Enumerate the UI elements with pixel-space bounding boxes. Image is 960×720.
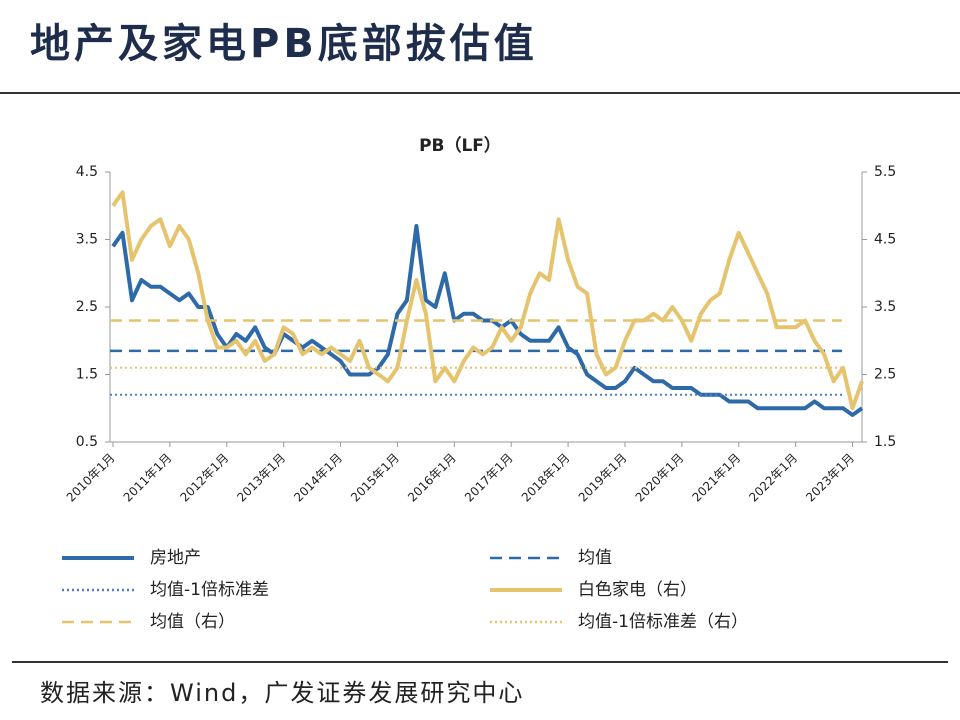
source: 数据来源：Wind，广发证券发展研究中心 (40, 679, 524, 707)
data-line (111, 224, 864, 417)
x-tick-label: 2015年1月 (348, 451, 402, 505)
y2-tick-label: 4.5 (874, 232, 896, 248)
legend-label: 均值-1倍标准差（右） (578, 612, 748, 632)
chart-title: PB（LF） (419, 135, 501, 156)
y2-tick-label: 3.5 (874, 299, 896, 315)
x-tick-label: 2020年1月 (633, 451, 687, 505)
x-tick-label: 2011年1月 (121, 451, 175, 505)
legend-label: 均值-1倍标准差 (150, 580, 269, 600)
x-tick-label: 2016年1月 (405, 451, 459, 505)
y-tick-label: 3.5 (76, 232, 98, 248)
x-tick-label: 2013年1月 (234, 451, 288, 505)
x-tick-label: 2021年1月 (689, 451, 743, 505)
x-tick-label: 2019年1月 (576, 451, 630, 505)
legend-label: 均值 (578, 548, 612, 568)
legend-label: 均值（右） (150, 612, 235, 632)
legend-label: 房地产 (150, 548, 201, 568)
x-tick-label: 2018年1月 (519, 451, 573, 505)
data-line (111, 190, 864, 411)
y-tick-label: 1.5 (76, 367, 98, 383)
x-tick-label: 2023年1月 (803, 451, 857, 505)
legend-label: 白色家电（右） (578, 580, 697, 600)
y2-tick-label: 5.5 (874, 164, 896, 180)
page-title: 地产及家电PB底部拔估值 (30, 21, 538, 67)
x-tick-label: 2017年1月 (462, 451, 516, 505)
x-tick-label: 2012年1月 (177, 451, 231, 505)
x-tick-label: 2014年1月 (291, 451, 345, 505)
y-tick-label: 4.5 (76, 164, 98, 180)
y2-tick-label: 2.5 (874, 367, 896, 383)
x-tick-label: 2010年1月 (64, 451, 118, 505)
x-tick-label: 2022年1月 (746, 451, 800, 505)
y2-tick-label: 1.5 (874, 434, 896, 450)
y-tick-label: 0.5 (76, 434, 98, 450)
y-tick-label: 2.5 (76, 299, 98, 315)
